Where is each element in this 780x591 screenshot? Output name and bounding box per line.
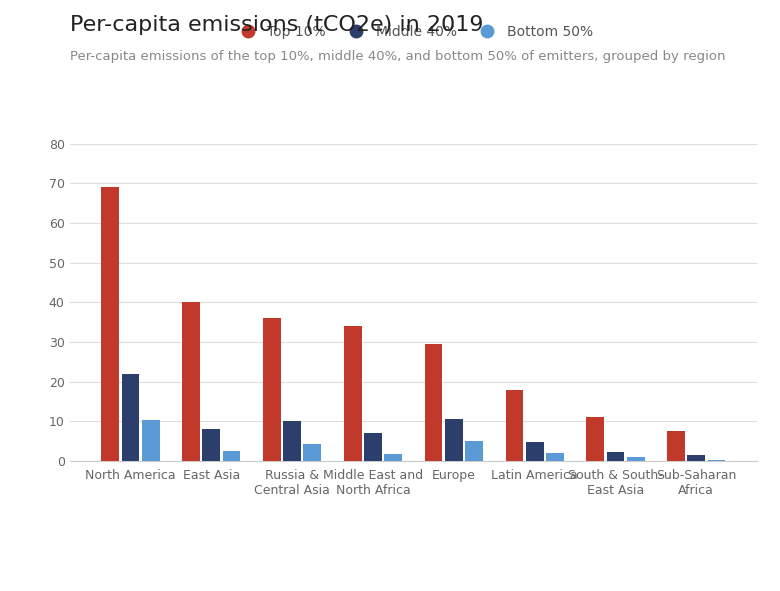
Bar xyxy=(142,420,160,461)
Text: Per-capita emissions (tCO2e) in 2019: Per-capita emissions (tCO2e) in 2019 xyxy=(70,15,484,35)
Bar xyxy=(546,453,564,461)
Bar xyxy=(587,417,604,461)
Bar xyxy=(707,460,725,461)
Bar xyxy=(101,187,119,461)
Bar xyxy=(627,457,644,461)
Bar xyxy=(283,421,301,461)
Bar xyxy=(687,456,705,461)
Bar xyxy=(364,433,382,461)
Bar xyxy=(344,326,362,461)
Bar xyxy=(122,374,140,461)
Bar xyxy=(385,454,402,461)
Bar xyxy=(505,389,523,461)
Bar xyxy=(203,429,220,461)
Bar xyxy=(526,442,544,461)
Bar xyxy=(607,452,624,461)
Legend: Top 10%, Middle 40%, Bottom 50%: Top 10%, Middle 40%, Bottom 50% xyxy=(229,20,598,44)
Bar xyxy=(303,444,321,461)
Bar xyxy=(465,441,483,461)
Bar xyxy=(183,303,200,461)
Bar xyxy=(263,319,281,461)
Bar xyxy=(667,431,685,461)
Text: Per-capita emissions of the top 10%, middle 40%, and bottom 50% of emitters, gro: Per-capita emissions of the top 10%, mid… xyxy=(70,50,725,63)
Bar xyxy=(445,420,463,461)
Bar xyxy=(425,344,442,461)
Bar xyxy=(222,451,240,461)
